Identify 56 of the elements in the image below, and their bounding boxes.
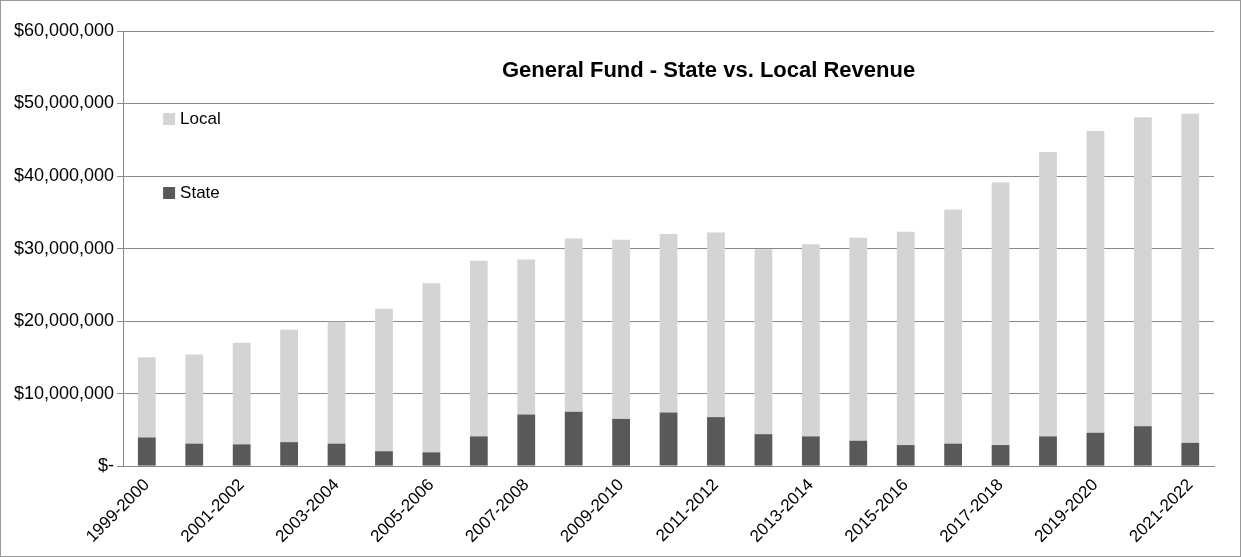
bar — [659, 412, 678, 466]
bar — [944, 443, 963, 466]
bar — [137, 357, 156, 438]
bar — [896, 445, 915, 466]
y-tick-label: $- — [98, 455, 115, 476]
bar — [517, 259, 536, 415]
bar — [137, 437, 156, 466]
bar — [1181, 113, 1200, 443]
bar — [707, 417, 725, 466]
bar — [564, 411, 583, 466]
bar — [517, 414, 536, 466]
bar — [944, 209, 963, 444]
bar — [185, 354, 204, 444]
bar — [469, 436, 488, 466]
bar — [185, 443, 204, 466]
y-tick-label: $20,000,000 — [13, 310, 115, 331]
bar — [1086, 131, 1105, 433]
bar — [612, 239, 631, 419]
bar — [280, 329, 298, 443]
bar — [801, 244, 820, 437]
bar — [801, 436, 820, 466]
bar — [612, 418, 631, 466]
bar — [991, 182, 1010, 446]
bar — [849, 237, 868, 441]
bar — [422, 283, 441, 453]
bar — [375, 308, 393, 452]
bar — [754, 249, 773, 435]
bar — [232, 444, 251, 466]
bar — [327, 321, 346, 444]
bar — [469, 260, 488, 437]
text: General Fund - State vs. Local Revenue — [501, 57, 916, 83]
bar — [1133, 117, 1152, 427]
bar — [1086, 432, 1105, 466]
y-tick-label: $10,000,000 — [13, 382, 115, 403]
bar — [327, 443, 346, 466]
bar — [754, 434, 773, 466]
bar — [707, 232, 725, 418]
legend-label: State — [180, 182, 220, 202]
bar — [849, 440, 868, 466]
bar — [1039, 436, 1057, 466]
bar — [564, 238, 583, 412]
y-tick-label: $50,000,000 — [13, 92, 115, 113]
bar — [1039, 152, 1057, 437]
bar — [375, 451, 393, 466]
bar — [896, 231, 915, 446]
bar — [1181, 442, 1200, 466]
legend-label: Local — [180, 108, 221, 128]
bar — [991, 445, 1010, 466]
bar — [1133, 426, 1152, 466]
bar — [280, 442, 298, 466]
bar — [232, 342, 251, 445]
y-tick-label: $30,000,000 — [13, 237, 115, 258]
bar — [659, 234, 678, 413]
y-tick-label: $60,000,000 — [13, 19, 115, 40]
y-tick-label: $40,000,000 — [13, 165, 115, 185]
bar — [422, 452, 441, 466]
